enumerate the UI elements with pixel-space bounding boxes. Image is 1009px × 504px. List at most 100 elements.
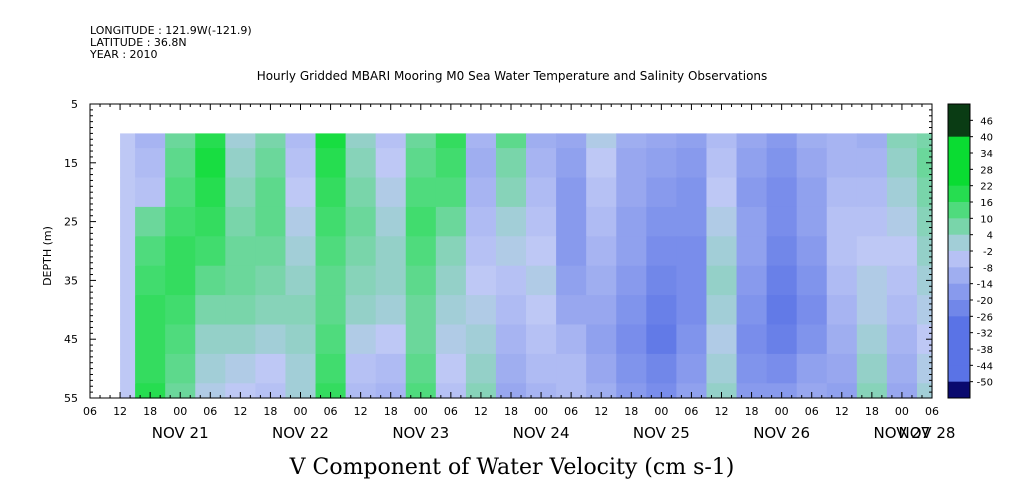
heatmap-cell [255,324,287,355]
heatmap-cell [826,353,858,384]
x-tick-label: 00 [654,405,668,418]
heatmap-cell [255,265,287,296]
heatmap-cell [796,133,828,149]
heatmap-cell [556,148,587,179]
heatmap-cell [435,236,467,267]
heatmap-cell [556,353,587,384]
x-tick-label: 06 [83,405,97,418]
heatmap-cell [796,236,828,267]
heatmap-cell [255,383,287,399]
heatmap-cell [706,265,738,296]
heatmap-cell [285,148,317,179]
heatmap-cell [465,177,497,208]
colorbar-label: -26 [977,312,993,323]
heatmap-cell [375,177,407,208]
heatmap-cell [856,265,888,296]
x-tick-label: 18 [624,405,638,418]
heatmap-cell [195,324,226,355]
heatmap-cell [225,324,256,355]
colorbar-band [948,218,970,236]
heatmap-cell [706,148,738,179]
heatmap-cell [916,353,933,384]
heatmap-cell [195,383,226,399]
colorbar-label: 34 [980,149,993,160]
heatmap-cell [736,265,768,296]
heatmap-cell [766,177,798,208]
heatmap-cell [135,265,166,296]
heatmap-cell [826,383,858,399]
heatmap-cell [120,353,136,384]
heatmap-cell [616,383,647,399]
x-axis-label: V Component of Water Velocity (cm s-1) [289,455,735,480]
header-longitude: LONGITUDE : 121.9W(-121.9) [90,24,252,37]
heatmap-cell [706,177,738,208]
heatmap-cell [435,133,467,149]
x-tick-label: 12 [715,405,729,418]
heatmap-cell [345,236,377,267]
heatmap-cell [405,148,437,179]
heatmap-cell [646,133,677,149]
heatmap-cell [886,133,918,149]
heatmap-cell [405,383,437,399]
heatmap-cell [165,177,196,208]
heatmap-cell [165,265,196,296]
heatmap-cell [255,236,287,267]
heatmap-cell [135,206,166,237]
heatmap-cell [495,133,527,149]
heatmap-cell [375,383,407,399]
heatmap-cell [736,177,768,208]
colorbar-band [948,300,970,317]
heatmap-cell [616,177,647,208]
x-tick-label: 00 [414,405,428,418]
x-tick-label: 00 [173,405,187,418]
heatmap-cell [796,265,828,296]
heatmap-cell [435,324,467,355]
heatmap-cell [165,353,196,384]
heatmap-cell [405,353,437,384]
heatmap-cell [315,295,347,326]
heatmap-cell [616,353,647,384]
heatmap-cell [345,295,377,326]
heatmap-cell [526,236,557,267]
heatmap-cell [285,383,317,399]
x-day-label: NOV 23 [392,424,449,442]
heatmap-cell [616,324,647,355]
x-tick-label: 18 [384,405,398,418]
heatmap-cell [526,324,557,355]
heatmap-cell [586,206,617,237]
heatmap-cell [916,148,933,179]
heatmap-cell [556,324,587,355]
heatmap-cell [225,353,256,384]
heatmap-cell [225,133,256,149]
plot-area: 06 12 18 00 06 12 18 00 06 12 18 00 06 12 18 00 06 12 18 00… [64,98,955,442]
heatmap-cell [195,295,226,326]
heatmap-cell [916,177,933,208]
heatmap-cell [856,206,888,237]
heatmap-cell [495,324,527,355]
heatmap-cell [916,324,933,355]
heatmap-cell [255,148,287,179]
heatmap-cell [315,236,347,267]
heatmap-cell [676,265,708,296]
heatmap-cell [375,236,407,267]
heatmap-cell [736,148,768,179]
colorbar-label: 4 [987,231,993,242]
colorbar-band [948,185,970,203]
heatmap-cell [676,148,708,179]
heatmap-cell [916,133,933,149]
heatmap-cell [886,353,918,384]
heatmap-cell [405,265,437,296]
heatmap-cell [315,265,347,296]
colorbar-band [948,332,970,350]
heatmap-cell [225,383,256,399]
y-tick-label: 55 [64,392,78,405]
x-tick-label: 06 [925,405,939,418]
heatmap-cell [495,265,527,296]
x-tick-label: 00 [775,405,789,418]
heatmap-cell [285,133,317,149]
y-tick-label: 15 [64,157,78,170]
heatmap-cell [225,148,256,179]
heatmap-cell [616,133,647,149]
heatmap-cell [285,295,317,326]
heatmap-cell [135,133,166,149]
